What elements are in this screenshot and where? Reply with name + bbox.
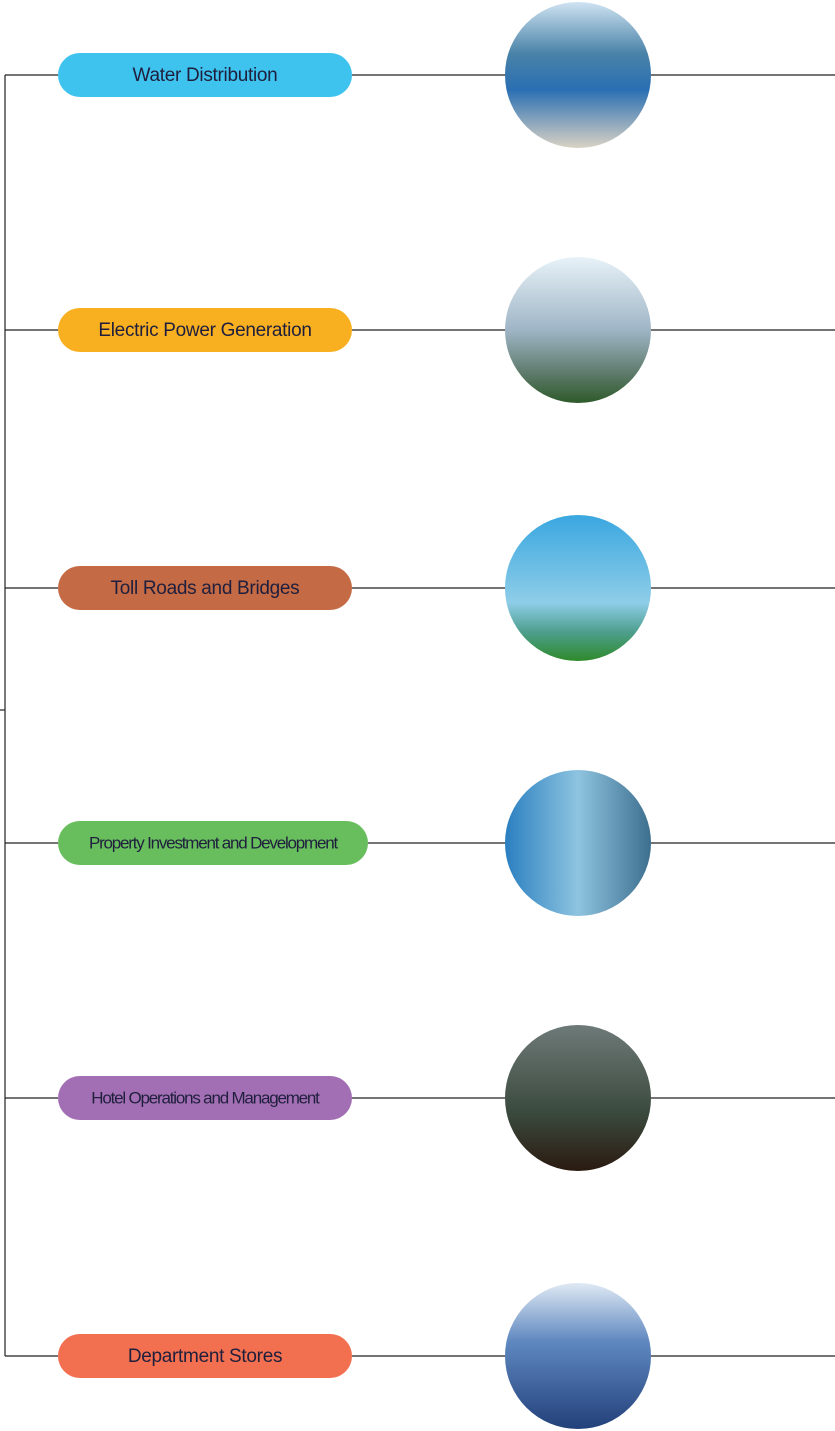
photo xyxy=(505,1283,651,1429)
photo xyxy=(505,1025,651,1171)
photo xyxy=(505,515,651,661)
node-label: Department Stores xyxy=(128,1346,282,1367)
diagram: Water Distribution Electric Power Generat… xyxy=(0,0,835,1431)
node-label: Property Investment and Development xyxy=(89,833,339,852)
photo xyxy=(505,257,651,403)
node-label: Water Distribution xyxy=(133,65,278,86)
photo xyxy=(505,2,651,148)
node-label: Electric Power Generation xyxy=(98,320,311,341)
photo xyxy=(505,770,651,916)
rows: Water Distribution Electric Power Generat… xyxy=(0,2,835,1429)
node-label: Toll Roads and Bridges xyxy=(111,578,300,599)
node-label: Hotel Operations and Management xyxy=(91,1088,320,1107)
